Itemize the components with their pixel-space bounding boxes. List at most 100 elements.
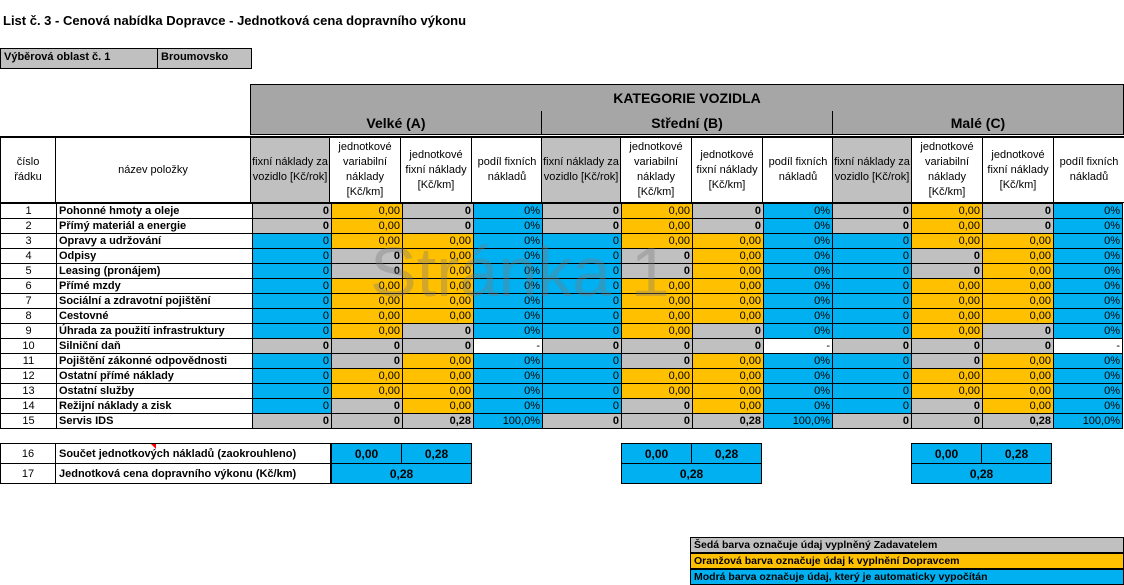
legend-grey: Šedá barva označuje údaj vyplněný Zadava… — [690, 537, 1124, 553]
cell-b-3[interactable]: 0,00 — [692, 398, 764, 414]
total-c: 0,28 — [911, 463, 1052, 484]
cell-b-3[interactable]: 0,00 — [692, 278, 764, 294]
cell-c-3: 0 — [982, 323, 1054, 339]
cell-b-1: 0 — [542, 248, 622, 264]
cell-c-4: 0% — [1053, 383, 1123, 399]
cell-a-4: 0% — [473, 383, 543, 399]
category-a-header: Velké (A) — [250, 111, 542, 135]
category-c-header: Malé (C) — [832, 111, 1124, 135]
cell-c-2[interactable]: 0,00 — [911, 308, 983, 324]
cell-b-2[interactable]: 0,00 — [621, 203, 693, 219]
cell-a-3[interactable]: 0,00 — [402, 308, 474, 324]
cell-b-2[interactable]: 0,00 — [621, 233, 693, 249]
cell-b-2: 0 — [621, 263, 693, 279]
cell-b-3[interactable]: 0,00 — [692, 233, 764, 249]
cell-b-3[interactable]: 0,00 — [692, 383, 764, 399]
cell-c-3[interactable]: 0,00 — [982, 353, 1054, 369]
cell-a-3[interactable]: 0,00 — [402, 233, 474, 249]
cell-a-3[interactable]: 0,00 — [402, 248, 474, 264]
item-name: Přímé mzdy — [56, 278, 253, 294]
cell-a-2[interactable]: 0,00 — [331, 308, 403, 324]
total-b: 0,28 — [621, 463, 762, 484]
cell-b-2[interactable]: 0,00 — [621, 383, 693, 399]
cell-b-4: 0% — [763, 353, 833, 369]
subheader-c-1: fixní náklady za vozidlo [Kč/rok] — [832, 136, 912, 203]
cell-a-4: 0% — [473, 323, 543, 339]
cell-c-2[interactable]: 0,00 — [911, 233, 983, 249]
cell-a-3[interactable]: 0,00 — [402, 278, 474, 294]
cell-a-3[interactable]: 0,00 — [402, 353, 474, 369]
cell-b-2[interactable]: 0,00 — [621, 293, 693, 309]
cell-c-3[interactable]: 0,00 — [982, 383, 1054, 399]
cell-b-4: 0% — [763, 278, 833, 294]
cell-c-2[interactable]: 0,00 — [911, 368, 983, 384]
cell-b-3[interactable]: 0,00 — [692, 353, 764, 369]
cell-a-2[interactable]: 0,00 — [331, 383, 403, 399]
cell-a-3[interactable]: 0,00 — [402, 398, 474, 414]
cell-b-3[interactable]: 0,00 — [692, 263, 764, 279]
cell-c-2: 0 — [911, 398, 983, 414]
cell-b-3[interactable]: 0,00 — [692, 308, 764, 324]
cell-b-4: 0% — [763, 308, 833, 324]
cell-a-4: 0% — [473, 218, 543, 234]
cell-c-3[interactable]: 0,00 — [982, 278, 1054, 294]
cell-b-2[interactable]: 0,00 — [621, 323, 693, 339]
cell-c-4: 0% — [1053, 368, 1123, 384]
cell-a-2[interactable]: 0,00 — [331, 323, 403, 339]
subheader-b-3: jednotkové fixní náklady [Kč/km] — [691, 136, 763, 203]
cell-c-4: 0% — [1053, 203, 1123, 219]
cell-a-4: 0% — [473, 248, 543, 264]
cell-c-2[interactable]: 0,00 — [911, 203, 983, 219]
cell-b-2[interactable]: 0,00 — [621, 218, 693, 234]
cell-a-2[interactable]: 0,00 — [331, 278, 403, 294]
cell-c-3[interactable]: 0,00 — [982, 293, 1054, 309]
cell-c-2[interactable]: 0,00 — [911, 218, 983, 234]
row-number: 1 — [0, 203, 57, 219]
cell-a-2[interactable]: 0,00 — [331, 368, 403, 384]
cell-c-4: 0% — [1053, 293, 1123, 309]
cell-b-2[interactable]: 0,00 — [621, 308, 693, 324]
cell-c-3[interactable]: 0,00 — [982, 368, 1054, 384]
cell-a-2[interactable]: 0,00 — [331, 218, 403, 234]
cell-b-3[interactable]: 0,00 — [692, 248, 764, 264]
cell-c-3[interactable]: 0,00 — [982, 398, 1054, 414]
cell-b-1: 0 — [542, 278, 622, 294]
cell-a-2[interactable]: 0,00 — [331, 203, 403, 219]
cell-a-3[interactable]: 0,00 — [402, 263, 474, 279]
cell-b-3[interactable]: 0,00 — [692, 293, 764, 309]
subheader-a-4: podíl fixních nákladů — [471, 136, 543, 203]
cell-b-4: 0% — [763, 323, 833, 339]
cell-a-2: 0 — [331, 263, 403, 279]
item-name: Cestovné — [56, 308, 253, 324]
legend-orange: Oranžová barva označuje údaj k vyplnění … — [690, 553, 1124, 569]
cell-a-3[interactable]: 0,00 — [402, 383, 474, 399]
cell-b-2[interactable]: 0,00 — [621, 368, 693, 384]
cell-a-3: 0 — [402, 218, 474, 234]
cell-c-3[interactable]: 0,00 — [982, 248, 1054, 264]
cell-c-1: 0 — [832, 383, 912, 399]
item-name: Sociální a zdravotní pojištění — [56, 293, 253, 309]
cell-c-2[interactable]: 0,00 — [911, 278, 983, 294]
cell-b-2[interactable]: 0,00 — [621, 278, 693, 294]
cell-b-4: 0% — [763, 383, 833, 399]
cell-a-3[interactable]: 0,00 — [402, 293, 474, 309]
cell-a-3[interactable]: 0,00 — [402, 368, 474, 384]
cell-c-1: 0 — [832, 278, 912, 294]
cell-c-2[interactable]: 0,00 — [911, 323, 983, 339]
row-number-header: číslo řádku — [0, 136, 56, 203]
cell-c-1: 0 — [832, 233, 912, 249]
cell-b-2: 0 — [621, 248, 693, 264]
cell-c-3[interactable]: 0,00 — [982, 308, 1054, 324]
cell-a-3: 0 — [402, 203, 474, 219]
cell-a-2[interactable]: 0,00 — [331, 293, 403, 309]
cell-c-2[interactable]: 0,00 — [911, 293, 983, 309]
subheader-c-4: podíl fixních nákladů — [1053, 136, 1124, 203]
cell-a-4: 0% — [473, 368, 543, 384]
cell-b-3[interactable]: 0,00 — [692, 368, 764, 384]
cell-c-2[interactable]: 0,00 — [911, 383, 983, 399]
cell-c-3[interactable]: 0,00 — [982, 263, 1054, 279]
subheader-a-2: jednotkové variabilní náklady [Kč/km] — [329, 136, 401, 203]
cell-c-3[interactable]: 0,00 — [982, 233, 1054, 249]
region-value: Broumovsko — [158, 48, 252, 69]
cell-a-2[interactable]: 0,00 — [331, 233, 403, 249]
